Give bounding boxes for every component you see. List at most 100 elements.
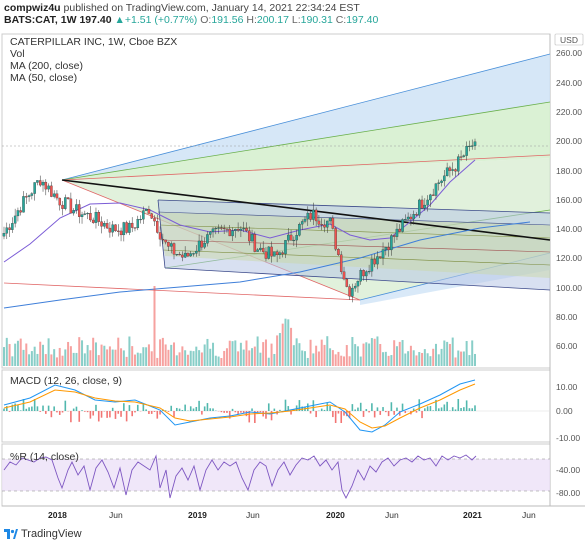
macd-histogram-bar	[390, 402, 393, 411]
macd-histogram-bar	[226, 411, 228, 413]
williams-r-legend[interactable]: %R (14, close)	[10, 451, 79, 463]
volume-bar	[298, 343, 301, 366]
candle-body	[108, 227, 112, 233]
volume-bar	[259, 352, 262, 366]
ma50-legend[interactable]: MA (50, close)	[10, 72, 78, 84]
time-tick: 2018	[48, 510, 67, 520]
candlestick-series	[2, 138, 477, 303]
macd-histogram-bar	[156, 411, 159, 419]
volume-bar	[214, 355, 217, 366]
price-change: +1.51 (+0.77%)	[124, 14, 198, 26]
volume-bar	[142, 347, 145, 366]
parallel-channel-drawing[interactable]	[157, 199, 551, 291]
candle-body	[465, 146, 468, 156]
candle-body	[130, 222, 134, 228]
macd-histogram-bar	[426, 406, 429, 411]
candle-body	[345, 278, 349, 287]
volume-legend[interactable]: Vol	[10, 48, 25, 60]
volume-bar	[423, 349, 426, 366]
macd-histogram-bar	[251, 408, 253, 411]
candle-body	[437, 182, 441, 184]
macd-histogram-bar	[398, 411, 401, 416]
candle-body	[362, 270, 365, 277]
volume-bar	[181, 346, 184, 366]
macd-histogram-bar	[117, 411, 120, 414]
volume-bar	[412, 350, 415, 366]
macd-legend[interactable]: MACD (12, 26, close, 9)	[10, 375, 123, 387]
macd-histogram-bar	[150, 411, 153, 414]
macd-histogram-bar	[326, 403, 329, 411]
macd-histogram-bar	[72, 408, 75, 411]
macd-histogram-bar	[359, 402, 362, 411]
candle-body	[64, 197, 67, 209]
volume-bar	[337, 351, 340, 366]
candle-body	[404, 219, 407, 221]
time-tick: Jun	[109, 510, 123, 520]
volume-bar	[426, 353, 429, 366]
candle-body	[359, 270, 362, 282]
candle-body	[228, 228, 231, 237]
macd-histogram-bar	[131, 411, 134, 417]
candle-body	[16, 210, 20, 217]
macd-histogram-bar	[267, 403, 270, 411]
candle-body	[440, 180, 443, 183]
volume-bar	[471, 340, 474, 366]
volume-bar	[401, 340, 404, 366]
macd-histogram-bar	[36, 406, 39, 411]
macd-histogram-bar	[195, 406, 198, 411]
candle-body	[161, 239, 165, 241]
macd-histogram-bar	[142, 404, 145, 411]
candle-body	[86, 212, 89, 215]
macd-histogram-bar	[223, 411, 225, 413]
volume-bar	[359, 356, 362, 366]
time-tick: 2020	[326, 510, 345, 520]
volume-bar	[345, 345, 348, 366]
author-name[interactable]: compwiz4u	[4, 2, 61, 14]
volume-bar	[212, 342, 215, 366]
macd-histogram-bar	[181, 410, 184, 411]
macd-histogram-bar	[45, 411, 47, 414]
macd-histogram-bar	[418, 399, 421, 411]
volume-bar	[262, 342, 265, 366]
macd-histogram-bar	[134, 411, 136, 413]
volume-bar	[295, 338, 298, 366]
volume-bar	[67, 341, 70, 366]
volume-bar	[446, 341, 449, 366]
volume-bar	[251, 348, 254, 366]
macd-histogram-bar	[78, 411, 81, 422]
candle-body	[175, 254, 179, 256]
candle-body	[398, 228, 402, 232]
candle-body	[250, 234, 254, 242]
macd-histogram-bar	[393, 411, 395, 415]
ma200-legend[interactable]: MA (200, close)	[10, 60, 83, 72]
candle-body	[30, 193, 34, 196]
macd-histogram-bar	[109, 411, 111, 418]
macd-histogram-bar	[382, 407, 384, 411]
candle-body	[295, 235, 298, 241]
currency-label: USD	[560, 35, 578, 45]
volume-bar	[242, 349, 245, 366]
volume-bar	[429, 356, 432, 366]
volume-bar	[86, 345, 89, 366]
candle-body	[245, 227, 248, 231]
candle-body	[234, 229, 237, 231]
volume-bar	[103, 345, 106, 366]
candle-body	[100, 221, 103, 227]
volume-bar	[237, 351, 240, 366]
candle-body	[353, 285, 357, 289]
candle-body	[303, 218, 307, 222]
volume-bar	[390, 355, 393, 366]
volume-bar	[264, 339, 267, 366]
volume-bar	[50, 354, 53, 366]
volume-bar	[343, 356, 346, 366]
volume-bar	[284, 318, 287, 366]
macd-histogram-bar	[100, 411, 103, 418]
candle-body	[309, 212, 312, 220]
macd-histogram-bar	[148, 411, 150, 414]
candle-body	[287, 234, 290, 241]
tradingview-logo[interactable]: TradingView	[4, 528, 82, 540]
volume-bar	[315, 345, 318, 366]
candle-body	[192, 253, 195, 255]
volume-bar	[421, 352, 424, 366]
